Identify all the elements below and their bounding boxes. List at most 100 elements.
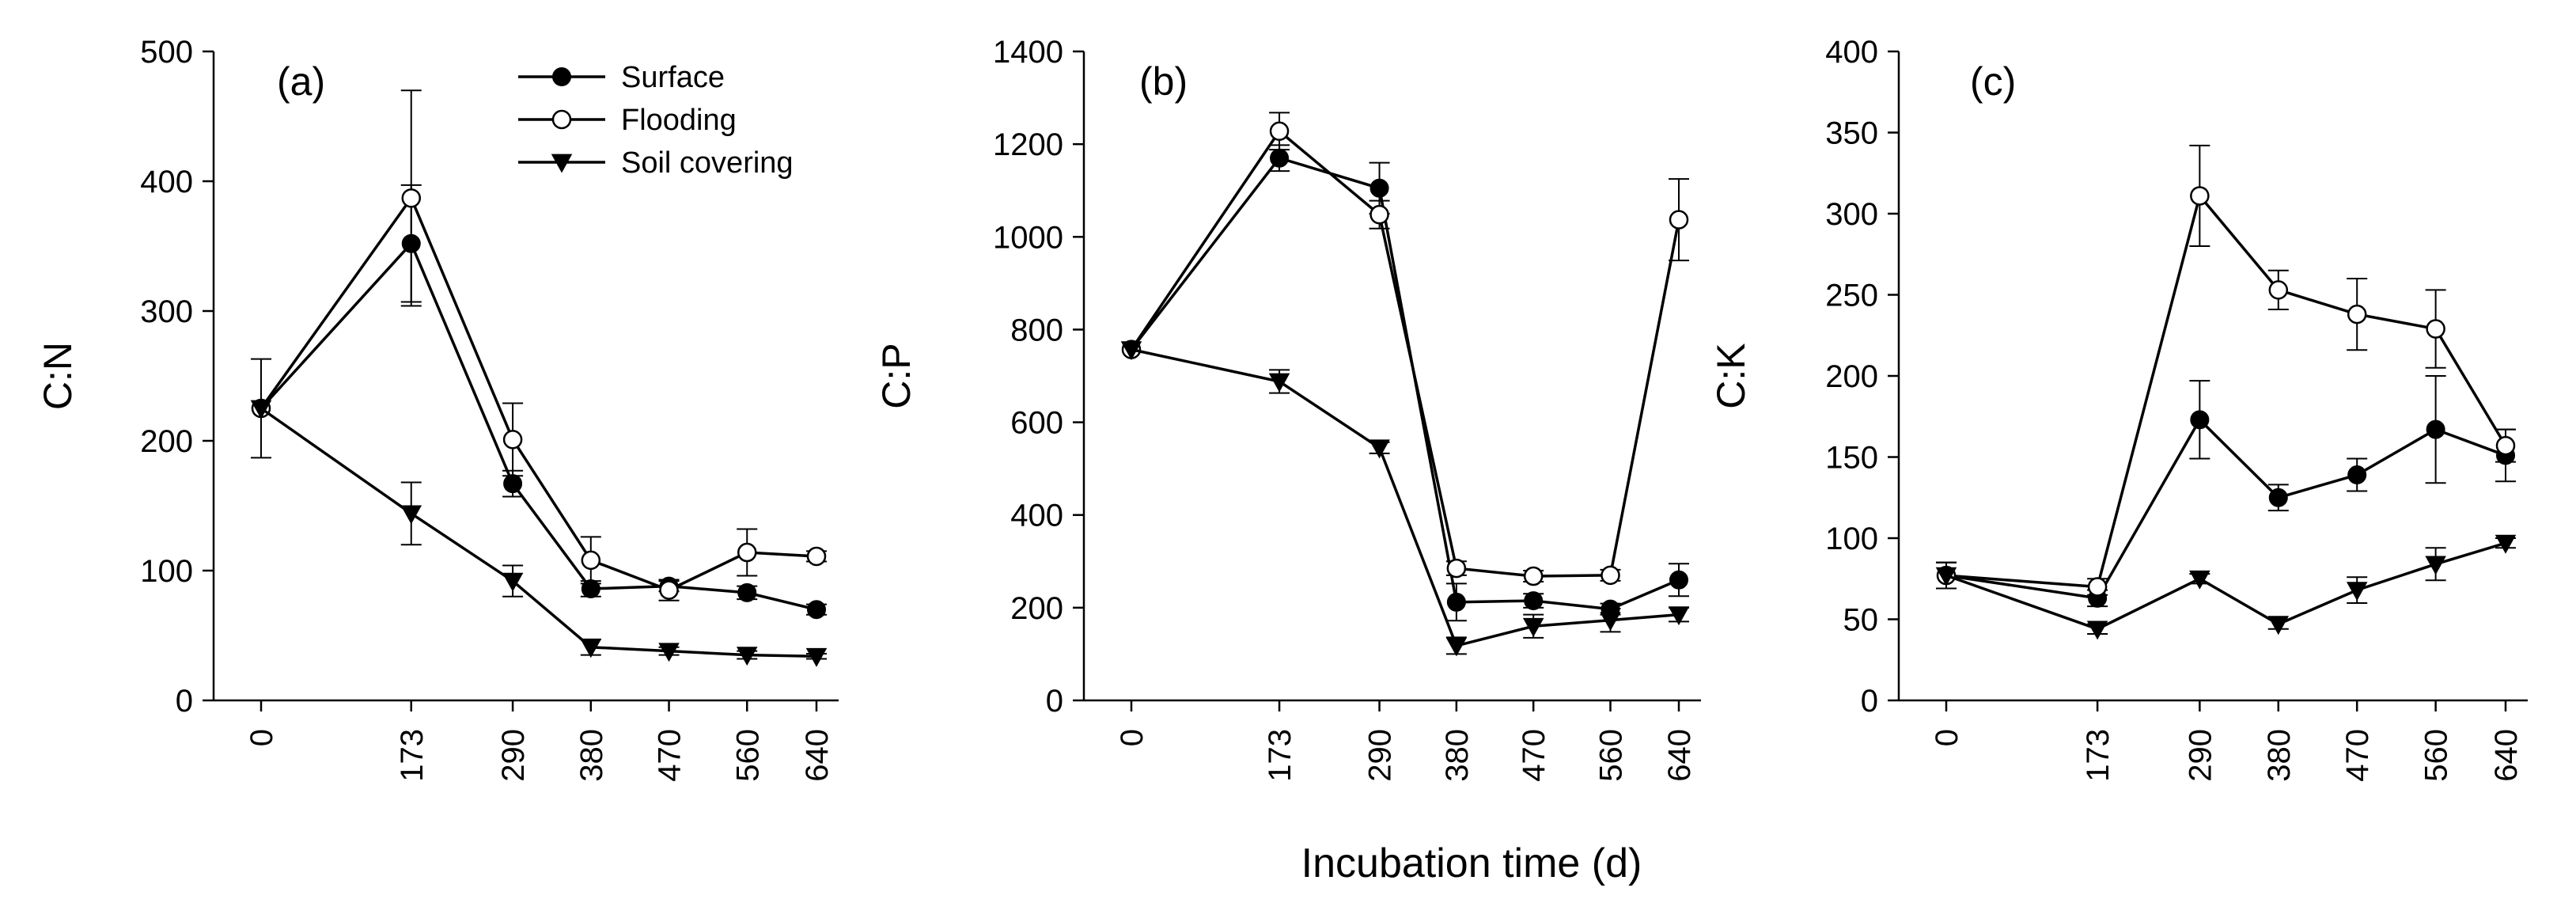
shared-x-axis-label: Incubation time (d) [1301,840,1642,886]
y-tick-label: 400 [1825,35,1878,70]
data-point-soil-covering [502,572,524,592]
series-surface [1122,144,1689,622]
legend-entry: Surface [518,61,725,94]
data-point-flooding [1669,210,1689,230]
y-tick-label: 600 [1010,406,1063,441]
data-point-flooding [1269,121,1290,141]
data-point-surface [2190,410,2210,430]
data-point-flooding [2495,435,2516,456]
y-tick-label: 500 [140,35,193,70]
x-tick-label: 560 [2419,729,2454,782]
data-point-flooding [2347,304,2367,324]
data-point-soil-covering [1268,373,1290,393]
legend-label: Flooding [621,104,737,137]
series-line-flooding [1130,129,1680,578]
legend-marker [551,109,572,130]
series-flooding [1121,112,1689,586]
data-point-soil-covering [1600,612,1621,632]
y-tick-label: 100 [140,554,193,589]
series-flooding [1936,144,2516,597]
x-tick-label: 290 [1363,729,1398,782]
x-tick-label: 380 [2262,729,2297,782]
data-point-soil-covering [658,643,680,662]
x-tick-label: 470 [1517,729,1551,782]
panel-label: (b) [1139,59,1188,104]
data-point-flooding [1369,204,1389,225]
data-point-soil-covering [1522,617,1544,637]
series-line-soil-covering [1945,541,2506,631]
data-point-flooding [1601,565,1620,586]
y-tick-label: 0 [1046,684,1063,719]
y-tick-label: 400 [1010,499,1063,533]
data-point-soil-covering [2086,620,2108,640]
data-point-surface [2347,465,2367,485]
data-point-soil-covering [2495,534,2517,554]
x-tick-label: 640 [1662,729,1697,782]
data-point-soil-covering [2346,582,2368,601]
x-tick-label: 640 [800,729,835,782]
data-point-soil-covering [1120,341,1142,361]
y-tick-label: 200 [1825,359,1878,394]
data-point-flooding [2087,577,2108,597]
data-point-flooding [2190,186,2210,206]
data-point-surface [1270,148,1290,168]
x-tick-label: 560 [730,729,765,782]
data-point-soil-covering [250,400,272,419]
data-point-flooding [401,188,422,208]
x-tick-label: 0 [1115,729,1150,746]
y-tick-label: 1000 [993,220,1063,255]
series-line-surface [259,241,817,611]
data-point-soil-covering [805,647,828,667]
data-point-soil-covering [2267,616,2290,636]
y-tick-label: 100 [1825,522,1878,556]
x-tick-label: 290 [2183,729,2218,782]
x-tick-label: 0 [244,729,279,746]
series-line-soil-covering [259,407,817,658]
y-tick-label: 0 [176,684,193,719]
data-point-soil-covering [1369,439,1390,459]
series-soil-covering [250,400,828,667]
legend-label: Surface [621,61,725,94]
y-tick-label: 50 [1843,603,1879,638]
data-point-surface [2268,488,2288,507]
x-tick-label: 560 [1594,729,1629,782]
data-point-surface [807,600,826,620]
series-surface [1936,375,2516,608]
chart-panel-2: 0 200 400 600 800 1000 1200 1400 0 173 290 380 470 56… [874,35,1701,782]
data-point-soil-covering [1935,567,1957,586]
series-line-soil-covering [1131,347,1680,647]
legend-entry: Soil covering [518,146,794,180]
data-point-flooding [659,580,679,600]
y-axis-label: C:N [36,342,80,410]
y-axis-label: C:K [1709,343,1753,408]
x-tick-label: 470 [653,729,688,782]
legend-marker [551,154,573,173]
series-line-surface [1130,156,1680,611]
series-line-surface [1945,417,2506,600]
x-tick-label: 380 [574,729,609,782]
data-point-surface [503,474,523,494]
y-tick-label: 200 [140,424,193,459]
chart-panel-3: 0 50 100 150 200 250 300 350 400 0 173 290 380 470 560… [1709,35,2528,782]
data-point-flooding [1446,558,1467,579]
series-line-flooding [1945,192,2507,589]
data-point-surface [1369,178,1389,198]
x-tick-label: 173 [395,729,430,782]
data-point-surface [1524,591,1544,611]
y-axis-label: C:P [874,343,919,408]
data-point-flooding [737,542,757,563]
data-point-surface [1446,592,1466,612]
data-point-flooding [2268,280,2289,300]
data-point-soil-covering [580,639,602,658]
data-point-surface [2426,419,2445,439]
chart-panel-1: 0 100 200 300 400 500 0 173 290 380 470 560 640 C:N (a… [36,35,839,782]
x-tick-label: 0 [1930,729,1964,746]
legend-entry: Flooding [518,104,737,137]
data-point-surface [737,582,757,602]
y-tick-label: 150 [1825,441,1878,476]
panel-label: (a) [277,59,325,104]
y-tick-label: 300 [140,294,193,329]
y-tick-label: 250 [1825,279,1878,313]
data-point-flooding [502,430,523,450]
